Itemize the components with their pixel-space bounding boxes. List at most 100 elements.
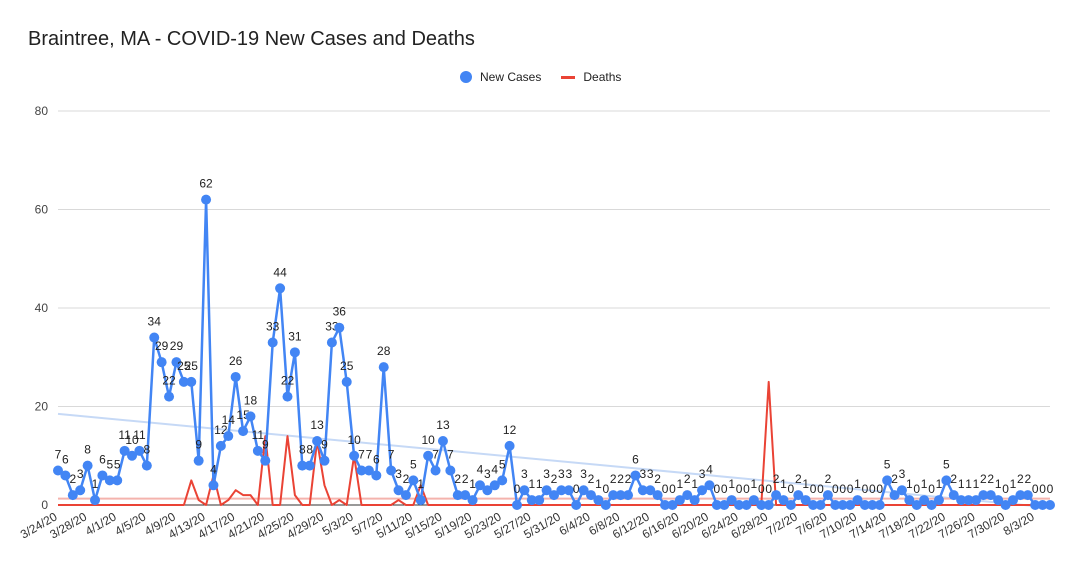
new-cases-point [763,500,774,510]
data-label: 0 [839,482,846,496]
data-label: 1 [528,477,535,491]
new-cases-point [119,445,130,456]
new-cases-point [1000,500,1011,510]
new-cases-point [741,500,752,510]
new-cases-point [304,460,315,471]
new-cases-point [822,490,833,501]
new-cases-point [489,480,500,491]
new-cases-point [141,460,152,471]
new-cases-point [526,495,537,506]
new-cases-point [919,495,930,506]
data-label: 4 [491,462,498,476]
y-tick-label: 0 [41,498,48,512]
new-cases-point [993,495,1004,506]
data-label: 11 [252,428,265,442]
data-label: 5 [106,457,113,471]
data-label: 2 [625,472,632,486]
new-cases-point [252,445,263,456]
new-cases-point [963,495,974,506]
data-label: 5 [943,457,950,471]
series-new-cases-line [57,198,1050,507]
new-cases-point [326,337,337,348]
data-label: 13 [436,418,450,432]
new-cases-point [134,445,145,456]
new-cases-point [956,495,967,506]
new-cases-point [178,376,189,387]
data-label: 1 [958,477,965,491]
y-tick-label: 60 [35,203,49,217]
new-cases-point [378,362,389,373]
new-cases-point [1015,490,1026,501]
new-cases-point [719,500,730,510]
new-cases-point [667,500,678,510]
new-cases-point [1007,495,1018,506]
data-label: 0 [765,482,772,496]
data-label: 9 [195,438,202,452]
data-label: 1 [536,477,543,491]
data-label: 8 [84,443,91,457]
data-label: 3 [580,467,587,481]
new-cases-point [127,450,138,461]
new-cases-point [282,391,293,402]
y-tick-label: 20 [35,400,49,414]
data-label: 3 [565,467,572,481]
x-tick-label: 5/3/20 [320,509,356,538]
legend-deaths-label: Deaths [583,70,622,84]
legend-new-cases-label: New Cases [480,70,542,84]
x-tick-label: 6/4/20 [557,509,593,538]
data-label: 0 [714,482,721,496]
new-cases-point [445,465,456,476]
data-label: 4 [477,462,484,476]
data-label: 14 [222,413,236,427]
new-cases-point [1045,500,1055,510]
data-label: 0 [1047,482,1054,496]
data-label: 11 [118,428,131,442]
data-label: 0 [573,482,580,496]
new-cases-point [845,500,856,510]
new-cases-point [260,455,271,466]
new-cases-point [386,465,397,476]
data-label: 22 [162,374,176,388]
new-cases-point [563,485,574,496]
new-cases-point [586,490,597,501]
data-label: 0 [736,482,743,496]
new-cases-point [1037,500,1048,510]
x-tick-label: 7/2/20 [764,509,800,538]
data-label: 5 [114,457,121,471]
data-label: 34 [148,315,162,329]
data-label: 29 [155,339,169,353]
new-cases-point [112,475,123,486]
new-cases-point [289,347,300,358]
new-cases-point [623,490,634,501]
new-cases-point [90,495,101,506]
new-cases-point [504,440,515,451]
data-label: 2 [1024,472,1031,486]
new-cases-point [578,485,589,496]
new-cases-point [808,500,819,510]
data-label: 33 [266,319,280,333]
data-label: 8 [299,443,306,457]
new-cases-point [104,475,115,486]
new-cases-point [223,431,234,442]
data-label: 0 [602,482,609,496]
new-cases-point [800,495,811,506]
new-cases-point [674,495,685,506]
data-label: 0 [669,482,676,496]
new-cases-point [430,465,441,476]
data-label: 4 [210,462,217,476]
data-label: 0 [721,482,728,496]
data-label: 0 [662,482,669,496]
data-label: 3 [484,467,491,481]
new-cases-point [319,455,330,466]
new-cases-point [726,495,737,506]
new-cases-point [941,475,952,486]
new-cases-point [363,465,374,476]
new-cases-point [697,485,708,496]
data-label: 8 [143,443,150,457]
new-cases-point [785,500,796,510]
new-cases-point [400,490,411,501]
new-cases-point [689,495,700,506]
new-cases-point [164,391,175,402]
